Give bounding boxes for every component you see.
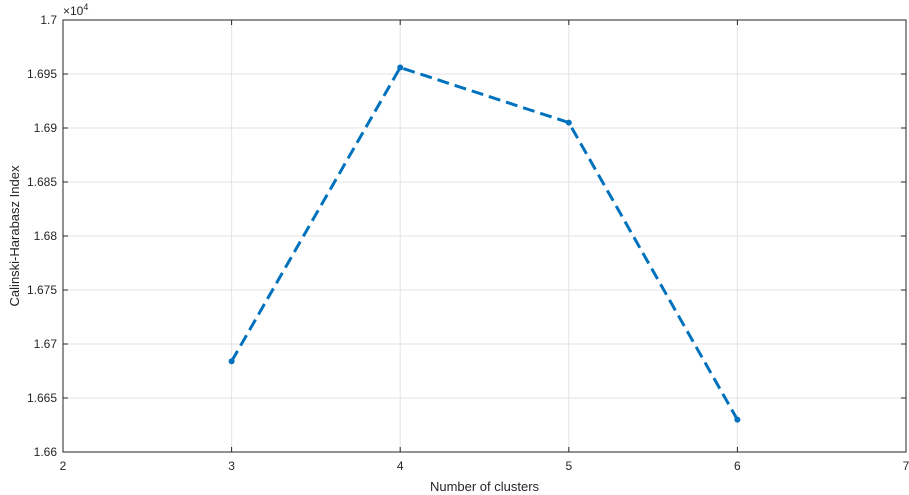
series-line [230,66,739,421]
y-tick-label: 1.665 [27,391,57,405]
y-axis-label: Calinski-Harabasz Index [7,165,22,306]
y-tick-label: 1.67 [34,337,58,351]
axis-ticks: 2 3 4 5 6 7 1.66 1.665 1.67 1.675 1.68 1.685 1.69 1.6… [27,13,909,473]
x-tick-label: 4 [397,459,404,473]
y-axis-multiplier-exponent: 4 [83,2,88,12]
data-point [228,358,235,365]
y-tick-label: 1.695 [27,67,57,81]
x-tick-label: 5 [565,459,572,473]
y-tick-label: 1.66 [34,445,58,459]
x-tick-label: 3 [228,459,235,473]
y-tick-label: 1.68 [34,229,58,243]
y-axis-multiplier-base: ×10 [63,4,84,18]
x-tick-label: 7 [903,459,909,473]
x-tick-label: 6 [734,459,741,473]
y-tick-label: 1.7 [40,13,57,27]
y-tick-label: 1.685 [27,175,57,189]
y-axis-multiplier: ×104 [63,2,88,18]
series-group [228,64,741,423]
data-point [565,119,572,126]
y-tick-label: 1.69 [34,121,58,135]
x-axis-label: Number of clusters [430,479,540,494]
x-tick-label: 2 [60,459,67,473]
grid [62,19,907,453]
y-tick-label: 1.675 [27,283,57,297]
data-point [397,64,404,71]
data-point [734,416,741,423]
